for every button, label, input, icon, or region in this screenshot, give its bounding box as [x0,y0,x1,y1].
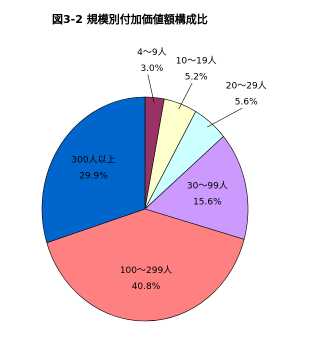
slice-value-label: 5.2% [185,73,208,83]
slice-value-label: 29.9% [79,171,108,181]
slice-name: 10～19人 [176,56,217,67]
slice-value-label: 15.6% [193,198,222,208]
slice-name: 20～29人 [226,81,267,92]
leader-line [178,83,193,110]
slice-name: 100～299人 [120,265,172,276]
chart-title: 図3-2 規模別付加価値額構成比 [52,12,208,26]
leader-line [147,74,155,104]
leader-line [207,107,243,128]
chart: 図3-2 規模別付加価値額構成比 4～9人 3.0% 10～19人 5.2% 20～29… [41,12,267,322]
slice-value-label: 40.8% [132,282,161,292]
slice-name: 30～99人 [187,181,228,192]
slice-name: 4～9人 [137,47,166,58]
pie-slice [46,208,245,322]
pie-slice [41,96,146,244]
slice-value-label: 5.6% [235,98,258,108]
slice-name: 300人以上 [71,154,115,165]
pie-slice [144,136,249,240]
slice-value-label: 3.0% [140,64,163,74]
